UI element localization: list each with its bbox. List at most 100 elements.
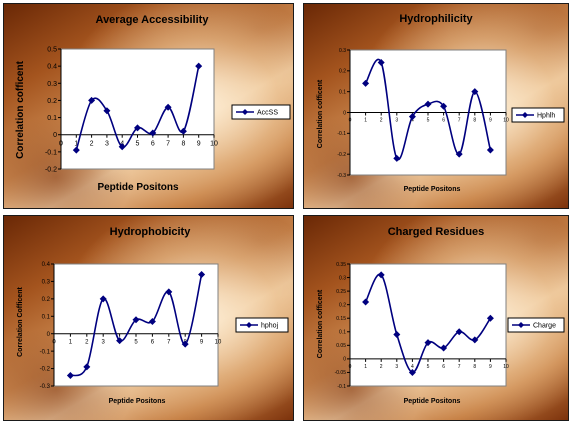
plot-area: [60, 48, 215, 170]
data-point-marker: [83, 363, 91, 371]
data-point-marker: [103, 107, 111, 115]
x-tick-label: 9: [489, 364, 492, 370]
x-tick-label: 3: [395, 364, 398, 370]
y-tick-label: -0.05: [335, 370, 347, 376]
chart-svg: Hydrophilicity -0.3 -0.2 -0.1 0 0.1 0.2 0.3 0 1 2 3…: [317, 13, 565, 193]
data-point-marker: [393, 330, 401, 338]
data-point-marker: [440, 102, 448, 110]
data-point-marker: [165, 288, 173, 296]
legend-label: hphoj: [261, 323, 279, 330]
y-tick-label: -0.3: [337, 173, 346, 179]
chart-panel-charged-residues: Charged Residues -0.1 -0.05 0 0.05 0.1 0.15 0.2…: [303, 215, 569, 421]
chart-title: Average Accessibility: [96, 14, 210, 26]
data-point-marker: [362, 79, 370, 87]
legend-marker-swatch: [242, 109, 248, 115]
y-tick-label: 0.2: [339, 69, 346, 75]
x-tick-label: 7: [458, 364, 461, 370]
data-point-marker: [377, 59, 385, 66]
x-tick-label: 2: [90, 141, 94, 148]
y-tick-label: 0.3: [339, 275, 346, 281]
data-point-marker: [440, 344, 448, 352]
legend-box: [231, 104, 291, 120]
x-tick-label: 5: [134, 340, 138, 346]
y-tick-label: 0.35: [336, 262, 346, 268]
y-tick-label: -0.2: [337, 152, 346, 158]
y-tick-label: 0.05: [336, 343, 346, 349]
data-point-marker: [134, 124, 141, 132]
data-point-marker: [149, 129, 157, 137]
y-tick-label: 0.3: [47, 81, 57, 88]
legend-label: Hphlh: [537, 113, 555, 120]
x-tick-label: 4: [411, 118, 414, 124]
y-tick-label: 0: [53, 132, 57, 139]
data-point-marker: [424, 100, 432, 108]
x-tick-label: 1: [364, 364, 367, 370]
legend-marker-swatch: [518, 322, 524, 328]
x-tick-label: 10: [503, 118, 509, 124]
data-point-marker: [455, 150, 463, 158]
x-tick-label: 2: [380, 118, 383, 124]
y-tick-label: -0.1: [337, 131, 346, 137]
chart-svg: Charged Residues-0.1-0.0500.050.10.150.2…: [317, 226, 565, 405]
x-tick-label: 6: [442, 364, 445, 370]
x-tick-label: 1: [69, 340, 73, 346]
x-tick-label: 5: [427, 118, 430, 124]
x-tick-label: 0: [349, 118, 352, 124]
data-point-marker: [195, 62, 203, 70]
y-tick-label: -0.1: [337, 384, 346, 390]
x-tick-label: 9: [489, 118, 492, 124]
y-tick-label: 0: [47, 332, 51, 338]
y-tick-label: 0.1: [339, 89, 346, 95]
y-tick-label: 0.2: [47, 98, 57, 105]
y-tick-label: 0.1: [42, 314, 51, 320]
chart-svg: Average Accessibility-0.2-0.100.10.20.30…: [15, 14, 291, 193]
y-tick-label: 0.2: [42, 297, 51, 303]
chart-title: Charged Residues: [388, 226, 485, 238]
x-tick-label: 0: [349, 364, 352, 370]
x-tick-label: 1: [74, 141, 78, 148]
y-axis-label: Correlation cofficent: [15, 60, 26, 158]
y-tick-label: 0.3: [339, 48, 346, 54]
data-point-marker: [181, 340, 189, 348]
x-axis-label: Peptide Positons: [404, 398, 461, 405]
legend-box: [235, 317, 289, 333]
x-tick-label: 3: [102, 340, 106, 346]
x-tick-label: 6: [442, 118, 445, 124]
y-tick-label: 0.15: [336, 316, 346, 322]
y-tick-label: -0.1: [40, 349, 51, 355]
legend-marker-swatch: [522, 112, 528, 118]
x-tick-label: 8: [473, 118, 476, 124]
data-point-marker: [179, 127, 187, 135]
data-point-marker: [486, 314, 494, 322]
x-tick-label: 4: [411, 364, 414, 370]
x-axis-label: Peptide Positons: [97, 182, 179, 193]
x-tick-label: 7: [166, 141, 170, 148]
data-point-marker: [408, 113, 416, 121]
legend-label: Charge: [533, 323, 556, 330]
y-tick-label: 0.4: [42, 262, 51, 268]
plot-area: [349, 263, 507, 387]
x-tick-label: 0: [59, 141, 63, 148]
y-tick-label: -0.1: [45, 149, 57, 156]
chart-title: Hydrophilicity: [399, 13, 473, 25]
x-tick-label: 10: [215, 340, 222, 346]
y-axis-label: Correlation cofficent: [317, 79, 324, 148]
x-tick-label: 1: [364, 118, 367, 124]
data-point-marker: [198, 270, 206, 278]
x-tick-label: 5: [136, 141, 140, 148]
data-point-marker: [99, 295, 107, 303]
data-point-marker: [455, 328, 463, 336]
legend-box: [511, 107, 565, 123]
y-axis-label: Correlation Cofficent: [17, 287, 24, 357]
x-tick-label: 8: [473, 364, 476, 370]
data-point-marker: [116, 337, 124, 345]
y-tick-label: 0.5: [47, 47, 57, 54]
chart-title: Hydrophobicity: [110, 226, 192, 238]
y-tick-label: -0.2: [45, 167, 57, 174]
data-point-marker: [408, 368, 416, 376]
data-point-marker: [88, 96, 96, 104]
x-tick-label: 9: [197, 141, 201, 148]
x-tick-label: 0: [52, 340, 56, 346]
x-tick-label: 10: [210, 141, 218, 148]
legend-marker-swatch: [246, 322, 252, 328]
